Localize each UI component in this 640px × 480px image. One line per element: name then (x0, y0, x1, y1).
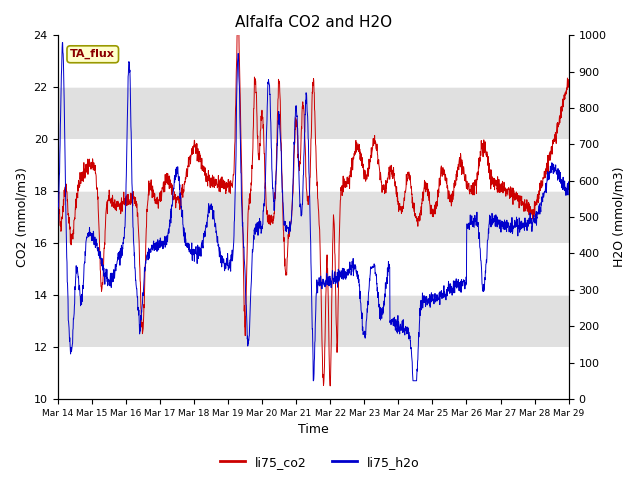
X-axis label: Time: Time (298, 423, 328, 436)
Title: Alfalfa CO2 and H2O: Alfalfa CO2 and H2O (235, 15, 392, 30)
Legend: li75_co2, li75_h2o: li75_co2, li75_h2o (215, 451, 425, 474)
Y-axis label: H2O (mmol/m3): H2O (mmol/m3) (612, 167, 625, 267)
Bar (58, 87, 569, 139)
Y-axis label: CO2 (mmol/m3): CO2 (mmol/m3) (15, 167, 28, 267)
Text: TA_flux: TA_flux (70, 49, 115, 60)
Bar (58, 191, 569, 243)
Bar (58, 295, 569, 347)
